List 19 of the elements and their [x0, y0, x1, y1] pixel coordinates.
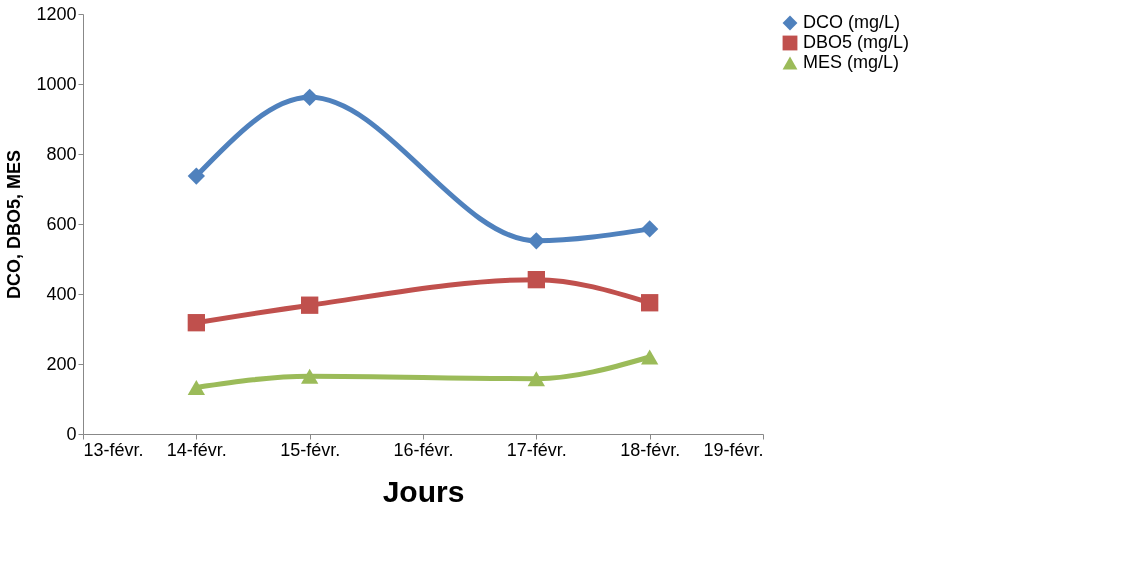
y-tick-label: 400 — [46, 283, 77, 304]
legend-label: DCO (mg/L) — [803, 12, 901, 32]
x-axis-title: Jours — [382, 474, 465, 508]
y-tick-label: 1000 — [36, 73, 77, 94]
x-tick-label: 15-févr. — [280, 439, 341, 460]
x-tick-label: 18-févr. — [620, 439, 681, 460]
y-axis-title: DCO, DBO5, MES — [4, 149, 25, 300]
y-tick-label: 200 — [46, 353, 77, 374]
legend-label: DBO5 (mg/L) — [803, 32, 910, 52]
y-tick-label: 600 — [46, 213, 77, 234]
x-tick-label: 16-févr. — [393, 439, 454, 460]
y-tick-label: 0 — [66, 423, 77, 444]
y-tick-label: 800 — [46, 143, 77, 164]
x-tick-label: 13-févr. — [83, 439, 144, 460]
y-tick-label: 1200 — [36, 3, 77, 24]
x-tick-label: 14-févr. — [166, 439, 227, 460]
legend-label: MES (mg/L) — [803, 52, 900, 72]
x-tick-label: 19-févr. — [703, 439, 764, 460]
x-tick-label: 17-févr. — [506, 439, 567, 460]
